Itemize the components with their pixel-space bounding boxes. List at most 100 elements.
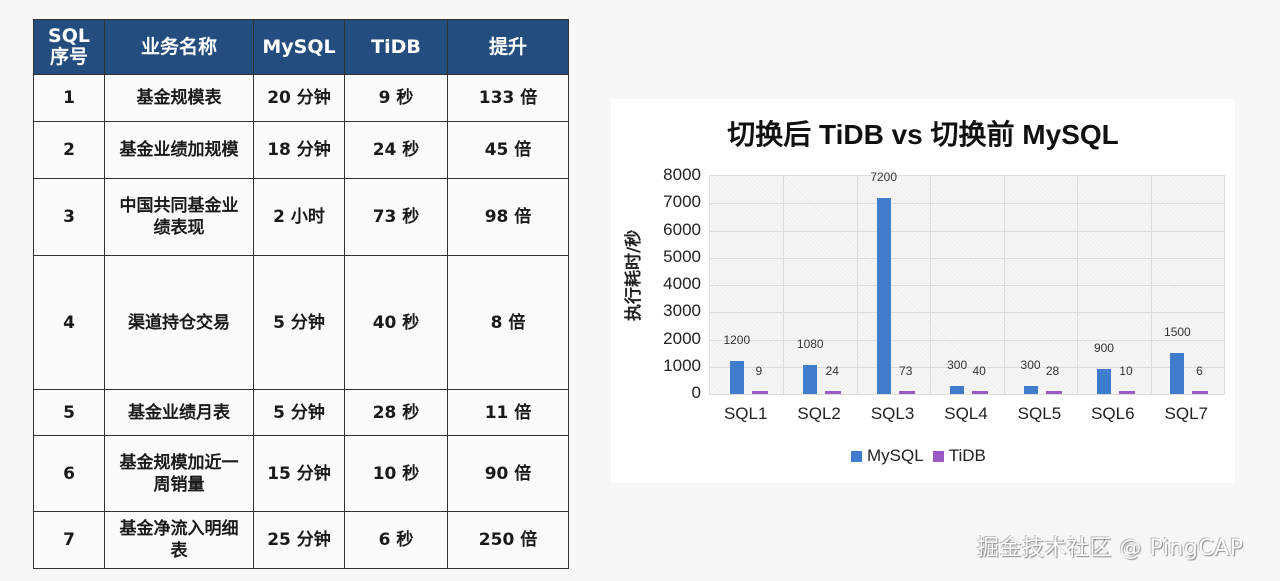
x-tick-label: SQL5 <box>1017 404 1062 423</box>
cell-sql-id: 2 <box>33 121 105 179</box>
bar-mysql-sql1 <box>729 361 744 394</box>
data-label: 73 <box>899 364 913 378</box>
gridline <box>856 176 858 394</box>
x-tick-label: SQL4 <box>944 404 988 423</box>
table-header-row: SQL 序号 业务名称 MySQL TiDB 提升 <box>33 19 569 75</box>
y-tick-label: 4000 <box>663 274 701 293</box>
business-name-line: 基金业绩加规模 <box>119 140 239 160</box>
x-tick-label: SQL2 <box>797 404 841 423</box>
data-label: 1200 <box>723 333 751 348</box>
cell-improvement: 8 倍 <box>447 255 569 390</box>
bar-mysql-sql6 <box>1096 369 1111 394</box>
business-name-line: 基金净流入明细 <box>119 519 239 539</box>
bar-tidb-sql3 <box>898 391 915 394</box>
cell-improvement: 98 倍 <box>447 178 569 256</box>
business-name-line: 周销量 <box>153 474 205 495</box>
y-tick-label: 0 <box>691 383 701 402</box>
cell-tidb-time: 24 秒 <box>344 121 448 179</box>
business-name-line: 绩表现 <box>153 218 205 238</box>
data-label: 300 <box>1020 357 1041 372</box>
cell-tidb-time: 6 秒 <box>344 511 448 569</box>
gridline <box>710 366 1224 368</box>
cell-business-name: 基金净流入明细表 <box>104 511 254 569</box>
data-label: 1080 <box>796 336 824 351</box>
cell-sql-id: 7 <box>33 511 105 569</box>
cell-mysql-time: 2 小时 <box>253 178 345 256</box>
business-name-line: 基金规模表 <box>136 88 222 108</box>
legend-swatch-tidb <box>932 450 944 462</box>
plot-area: 1200 9 1080 24 7200 73 300 40 300 28 900 10 1500 6 <box>709 170 1225 395</box>
legend-swatch-mysql <box>851 450 862 462</box>
gridline <box>930 176 932 394</box>
bar-mysql-sql7 <box>1170 353 1185 394</box>
watermark: 掘金技术社区 @ PingCAP <box>977 536 1244 561</box>
chart-title: 切换后 TiDB vs 切换前 MySQL <box>727 119 1119 150</box>
y-tick-label: 2000 <box>663 328 701 348</box>
bar-tidb-sql6 <box>1118 391 1135 394</box>
business-name-line: 渠道持仓交易 <box>128 312 230 333</box>
gridline <box>1077 176 1079 394</box>
business-name-line: 基金规模加近一 <box>119 452 239 473</box>
cell-improvement: 45 倍 <box>447 121 569 179</box>
gridline <box>710 312 1224 314</box>
table-row: 6 基金规模加近一 周销量 15 分钟 10 秒 90 倍 <box>33 435 569 512</box>
gridline <box>710 339 1224 341</box>
cell-mysql-time: 25 分钟 <box>253 511 345 569</box>
data-label: 7200 <box>870 169 898 184</box>
header-sql-id: SQL 序号 <box>33 19 105 75</box>
data-label: 6 <box>1196 364 1203 378</box>
x-tick-label: SQL6 <box>1091 404 1135 423</box>
cell-tidb-time: 40 秒 <box>344 255 448 390</box>
bar-mysql-sql3 <box>876 197 891 394</box>
legend: MySQL TiDB <box>851 446 986 466</box>
business-name-line: 基金业绩月表 <box>128 402 230 423</box>
cell-business-name: 基金规模加近一 周销量 <box>104 435 254 512</box>
header-tidb: TiDB <box>344 19 448 75</box>
data-label: 24 <box>825 364 839 378</box>
table-row: 5 基金业绩月表 5 分钟 28 秒 11 倍 <box>33 389 569 436</box>
bar-mysql-sql4 <box>950 385 965 394</box>
y-tick-label: 1000 <box>663 355 701 375</box>
cell-tidb-time: 9 秒 <box>344 74 448 122</box>
cell-sql-id: 3 <box>33 178 105 256</box>
data-label: 40 <box>972 364 986 378</box>
gridline <box>1003 176 1005 394</box>
table-row: 7 基金净流入明细表 25 分钟 6 秒 250 倍 <box>33 511 569 569</box>
table-row: 2 基金业绩加规模 18 分钟 24 秒 45 倍 <box>33 121 569 179</box>
business-name-line: 表 <box>170 541 188 561</box>
y-tick-label: 5000 <box>663 246 701 266</box>
x-tick-label: SQL1 <box>723 404 768 423</box>
legend-label-mysql: MySQL <box>867 446 924 465</box>
cell-business-name: 基金规模表 <box>104 74 254 122</box>
cell-mysql-time: 20 分钟 <box>253 74 345 122</box>
cell-business-name: 中国共同基金业 绩表现 <box>104 178 254 256</box>
cell-improvement: 133 倍 <box>447 74 569 122</box>
cell-improvement: 11 倍 <box>447 389 569 436</box>
bar-tidb-sql4 <box>972 391 989 394</box>
data-label: 900 <box>1093 341 1114 356</box>
cell-mysql-time: 5 分钟 <box>253 389 345 436</box>
table-row: 3 中国共同基金业 绩表现 2 小时 73 秒 98 倍 <box>33 178 569 256</box>
header-business-name: 业务名称 <box>104 19 254 75</box>
cell-sql-id: 4 <box>33 255 105 390</box>
gridline <box>710 285 1224 286</box>
cell-improvement: 250 倍 <box>447 511 569 569</box>
y-tick-label: 6000 <box>663 219 701 239</box>
cell-sql-id: 1 <box>33 74 105 122</box>
table-row: 1 基金规模表 20 分钟 9 秒 133 倍 <box>33 74 569 122</box>
gridline <box>783 176 785 394</box>
cell-sql-id: 5 <box>33 389 105 436</box>
header-improvement: 提升 <box>447 19 569 75</box>
cell-business-name: 基金业绩月表 <box>104 389 254 436</box>
business-name-line: 中国共同基金业 <box>119 196 239 216</box>
data-label: 300 <box>947 357 968 372</box>
bar-mysql-sql5 <box>1023 385 1038 394</box>
x-tick-label: SQL7 <box>1164 404 1209 423</box>
data-label: 9 <box>755 364 763 378</box>
bar-tidb-sql1 <box>751 391 768 394</box>
bar-mysql-sql2 <box>803 364 818 394</box>
cell-tidb-time: 28 秒 <box>344 389 448 436</box>
data-label: 28 <box>1045 364 1060 378</box>
gridline <box>710 230 1224 232</box>
